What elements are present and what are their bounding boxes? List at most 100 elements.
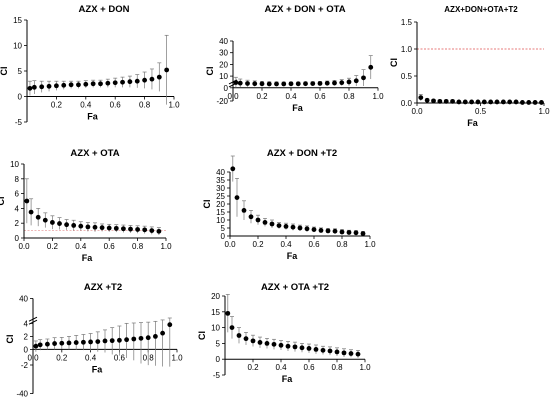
data-point bbox=[292, 344, 298, 350]
data-point bbox=[112, 80, 118, 86]
y-tick-label: 4 bbox=[15, 204, 20, 213]
data-point bbox=[361, 75, 366, 81]
x-tick-label: 0.0 bbox=[224, 240, 236, 249]
x-axis-label: Fa bbox=[287, 251, 298, 261]
data-point bbox=[28, 209, 34, 215]
x-tick-label: 0.4 bbox=[285, 92, 297, 101]
y-tick-label: 10 bbox=[216, 216, 225, 225]
data-point bbox=[31, 84, 37, 90]
data-point bbox=[539, 100, 544, 105]
data-point bbox=[264, 341, 270, 346]
data-point bbox=[50, 220, 55, 225]
y-tick-label: -2 bbox=[21, 361, 29, 370]
data-point bbox=[303, 81, 308, 87]
y-tick-label: 1.5 bbox=[401, 18, 413, 27]
data-point bbox=[288, 81, 294, 87]
data-point bbox=[250, 338, 256, 344]
data-point bbox=[339, 80, 345, 86]
y-tick-label: 15 bbox=[216, 208, 225, 217]
data-point bbox=[128, 226, 133, 232]
x-tick-label: 0.4 bbox=[85, 353, 97, 362]
data-point bbox=[124, 337, 129, 343]
data-point bbox=[281, 81, 287, 87]
data-point bbox=[320, 347, 326, 353]
y-axis-label: CI bbox=[205, 67, 215, 76]
data-point bbox=[85, 224, 91, 230]
data-point bbox=[59, 340, 65, 346]
x-tick-label: 0.6 bbox=[314, 92, 326, 101]
y-tick-label: 0 bbox=[216, 355, 221, 364]
x-tick-label: 0.2 bbox=[56, 353, 68, 362]
data-point bbox=[332, 228, 338, 234]
y-tick-label: 25 bbox=[216, 192, 225, 201]
data-point bbox=[424, 97, 430, 103]
x-axis-label: Fa bbox=[87, 112, 98, 122]
data-point bbox=[81, 339, 86, 345]
y-tick-label: -20 bbox=[216, 97, 228, 106]
data-point bbox=[274, 81, 279, 87]
data-point bbox=[45, 341, 50, 347]
data-point bbox=[54, 83, 59, 89]
data-point bbox=[52, 341, 57, 346]
data-point bbox=[252, 81, 258, 87]
data-point bbox=[262, 220, 268, 225]
y-tick-label: 10 bbox=[10, 160, 19, 169]
y-tick-label: 40 bbox=[216, 168, 225, 177]
data-point bbox=[66, 340, 72, 346]
data-point bbox=[306, 346, 312, 351]
x-axis-label: Fa bbox=[92, 364, 103, 374]
data-point bbox=[259, 81, 265, 87]
data-point bbox=[167, 322, 173, 328]
data-point bbox=[297, 225, 303, 231]
x-axis-label: Fa bbox=[292, 103, 303, 113]
data-point bbox=[311, 227, 317, 233]
data-point bbox=[271, 341, 277, 347]
data-point bbox=[61, 82, 67, 88]
data-point bbox=[90, 81, 96, 87]
data-point bbox=[520, 100, 525, 105]
data-point bbox=[27, 85, 33, 91]
y-tick-label: 0 bbox=[221, 232, 226, 241]
data-point bbox=[142, 227, 148, 233]
data-point bbox=[33, 343, 39, 349]
chart-title: AZX + DON + OTA bbox=[264, 4, 345, 15]
y-tick-label: -5 bbox=[213, 371, 221, 380]
data-point bbox=[73, 340, 79, 345]
chart-title: AZX + OTA +T2 bbox=[261, 282, 329, 293]
data-point bbox=[68, 82, 74, 88]
y-tick-label: -40 bbox=[16, 390, 28, 399]
data-point bbox=[149, 76, 155, 82]
data-point bbox=[113, 225, 119, 231]
chart-title: AZX +T2 bbox=[84, 282, 122, 293]
y-tick-label: 4 bbox=[24, 319, 29, 328]
y-tick-label: 15 bbox=[211, 308, 220, 317]
data-point bbox=[341, 350, 347, 356]
data-point bbox=[127, 79, 133, 85]
data-point bbox=[266, 81, 272, 87]
y-tick-label: 15 bbox=[13, 16, 22, 25]
x-axis-label: Fa bbox=[82, 253, 93, 263]
data-point bbox=[462, 99, 468, 105]
data-point bbox=[278, 342, 284, 348]
data-point bbox=[500, 99, 506, 105]
data-point bbox=[95, 339, 101, 344]
data-point bbox=[418, 95, 424, 100]
data-point bbox=[234, 195, 240, 201]
data-point bbox=[236, 333, 242, 338]
y-tick-label: 0.5 bbox=[401, 72, 413, 81]
data-point bbox=[121, 226, 126, 232]
data-point bbox=[102, 338, 108, 344]
data-point bbox=[135, 227, 141, 232]
y-tick-label: -5 bbox=[15, 118, 23, 127]
chart-title: AZX + OTA bbox=[70, 148, 119, 159]
data-point bbox=[138, 335, 144, 341]
data-point bbox=[283, 224, 289, 229]
y-axis-label: CI bbox=[5, 335, 15, 344]
x-tick-label: 0.4 bbox=[275, 363, 287, 372]
data-point bbox=[290, 224, 296, 230]
data-point bbox=[46, 83, 52, 89]
y-tick-label: 40 bbox=[219, 37, 228, 46]
data-point bbox=[106, 225, 112, 231]
x-tick-label: 0.2 bbox=[51, 101, 63, 110]
